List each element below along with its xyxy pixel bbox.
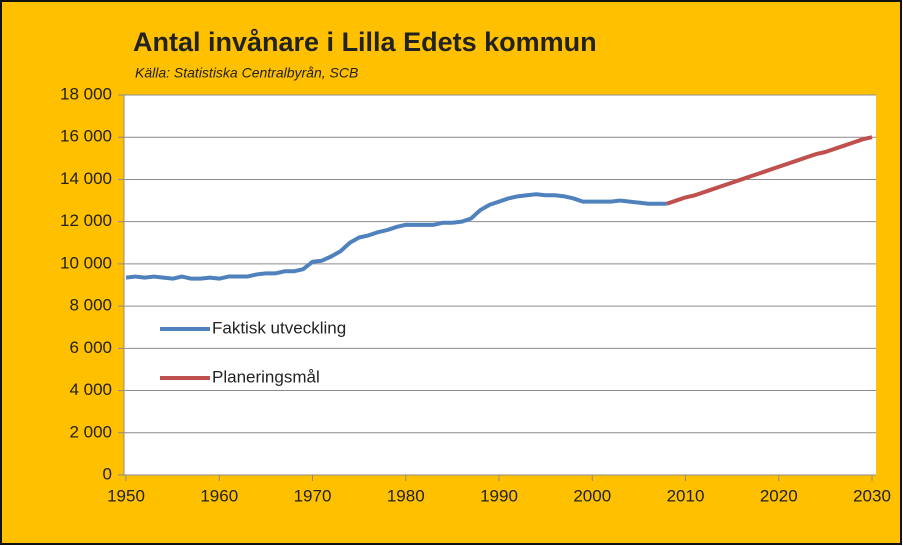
plot-area (124, 95, 876, 475)
x-tick-label: 1990 (480, 486, 518, 505)
y-tick-label: 0 (103, 464, 112, 483)
series-line (125, 192, 667, 281)
y-tick-label: 18 000 (60, 84, 112, 103)
y-tick-label: 14 000 (60, 169, 112, 188)
series-line (666, 135, 873, 206)
legend-label: Planeringsmål (212, 367, 320, 386)
y-tick-label: 4 000 (69, 380, 112, 399)
chart-subtitle: Källa: Statistiska Centralbyrån, SCB (135, 65, 358, 81)
x-tick-label: 1980 (387, 486, 425, 505)
x-tick-label: 2020 (760, 486, 798, 505)
x-tick-label: 1970 (294, 486, 332, 505)
x-tick-label: 2030 (853, 486, 891, 505)
legend-label: Faktisk utveckling (212, 318, 346, 337)
y-tick-label: 10 000 (60, 253, 112, 272)
y-tick-label: 8 000 (69, 296, 112, 315)
x-tick-label: 2000 (573, 486, 611, 505)
y-tick-label: 12 000 (60, 211, 112, 230)
x-tick-label: 1960 (200, 486, 238, 505)
y-tick-label: 16 000 (60, 127, 112, 146)
y-tick-label: 6 000 (69, 338, 112, 357)
y-tick-label: 2 000 (69, 422, 112, 441)
x-tick-label: 1950 (107, 486, 145, 505)
x-tick-label: 2010 (667, 486, 705, 505)
chart-title: Antal invånare i Lilla Edets kommun (133, 27, 597, 57)
